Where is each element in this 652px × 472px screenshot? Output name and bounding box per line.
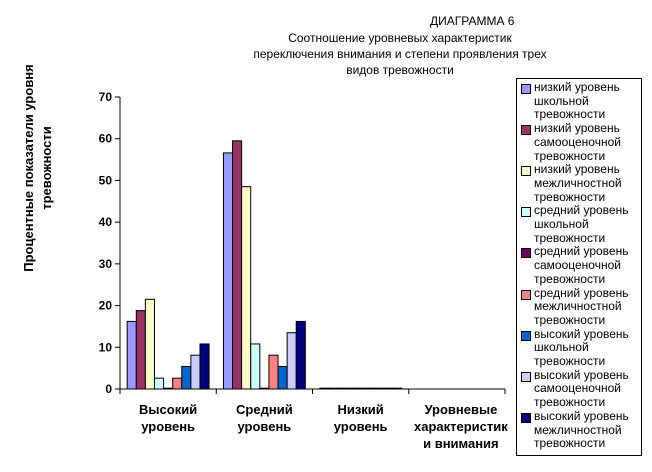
bar [295, 320, 306, 390]
bar [190, 354, 201, 390]
legend-item: низкий уровень межличностной тревожности [521, 162, 637, 204]
legend-item: средний уровень школьной тревожности [521, 203, 637, 245]
y-tick-label: 0 [105, 382, 112, 396]
bar [126, 320, 137, 390]
bar [391, 387, 403, 390]
bar [268, 354, 279, 390]
bar [241, 186, 252, 390]
legend-swatch [521, 207, 531, 218]
legend-label: низкий уровень самооценочной тревожности [534, 121, 621, 163]
y-tick-label: 60 [99, 132, 113, 146]
y-tick-label: 40 [99, 215, 113, 229]
legend-item: средний уровень самооценочной тревожност… [521, 245, 637, 286]
legend-swatch [521, 330, 531, 341]
legend-label: средний уровень межличностной тревожност… [534, 285, 629, 327]
bar [355, 387, 366, 390]
legend-swatch [521, 248, 531, 259]
y-tick-label: 30 [99, 257, 113, 271]
legend-label: низкий уровень межличностной тревожности [534, 162, 622, 204]
bar [144, 298, 155, 390]
legend-label: высокий уровень школьной тревожности [534, 326, 629, 369]
bar [259, 387, 270, 390]
x-tick-label: Низкий уровень [334, 402, 388, 434]
legend-item: высокий уровень межличностной тревожност… [521, 408, 637, 451]
bar [153, 377, 165, 390]
legend-label: высокий уровень самооценочной тревожност… [534, 367, 629, 410]
bar [319, 387, 330, 390]
y-tick-label: 70 [99, 90, 113, 104]
legend-swatch [521, 84, 531, 94]
x-tick-label: Средний уровень [236, 402, 293, 434]
legend: низкий уровень школьной тревожности низки… [516, 78, 642, 456]
x-tick-label: Высокий уровень [139, 402, 197, 434]
legend-swatch [521, 166, 531, 177]
bar [222, 152, 234, 390]
bar [382, 387, 393, 390]
bar [286, 332, 297, 390]
bar [172, 377, 183, 390]
bar [199, 343, 210, 390]
y-tick-label: 10 [99, 340, 113, 354]
bar [250, 343, 261, 390]
legend-item: низкий уровень самооценочной тревожности [521, 121, 637, 163]
x-tick-label: Уровневые характеристик и внимания [414, 402, 508, 451]
bar [181, 365, 192, 390]
chart-title: Соотношение уровневых характеристик пере… [253, 31, 547, 77]
legend-swatch [521, 125, 531, 136]
bar [373, 387, 384, 390]
legend-item: низкий уровень школьной тревожности [521, 80, 637, 122]
bar [135, 310, 146, 390]
legend-swatch [521, 289, 531, 300]
y-tick-label: 20 [99, 299, 113, 313]
bar [346, 387, 357, 390]
bar [232, 140, 243, 390]
legend-item: высокий уровень школьной тревожности [521, 326, 637, 369]
bar [328, 387, 339, 390]
y-tick-label: 50 [99, 173, 113, 187]
bar [337, 387, 348, 390]
legend-swatch [521, 412, 531, 423]
legend-item: высокий уровень самооценочной тревожност… [521, 367, 637, 410]
diagram-label: ДИАГРАММА 6 [430, 14, 515, 28]
legend-label: средний уровень самооценочной тревожност… [534, 244, 629, 286]
legend-swatch [521, 371, 531, 382]
legend-item: средний уровень межличностной тревожност… [521, 285, 637, 328]
legend-label: высокий уровень межличностной тревожност… [534, 408, 629, 451]
bar [277, 365, 288, 390]
bar [364, 387, 375, 390]
legend-label: средний уровень школьной тревожности [534, 203, 629, 245]
legend-label: низкий уровень школьной тревожности [534, 80, 620, 122]
bar [163, 387, 174, 390]
